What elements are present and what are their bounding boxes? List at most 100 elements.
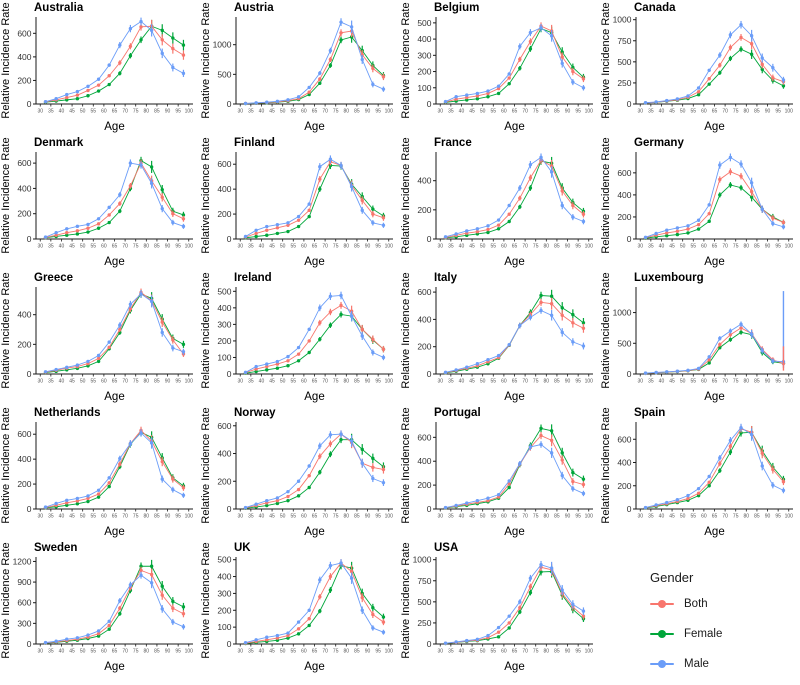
- svg-text:50: 50: [480, 109, 486, 115]
- svg-text:60: 60: [301, 649, 307, 655]
- svg-text:200: 200: [617, 212, 631, 222]
- svg-text:90: 90: [165, 109, 171, 115]
- facet-title: Australia: [34, 2, 84, 14]
- svg-text:80: 80: [744, 244, 750, 250]
- svg-text:40: 40: [459, 244, 465, 250]
- svg-text:40: 40: [459, 379, 465, 385]
- facet-title: Netherlands: [34, 407, 100, 419]
- svg-text:85: 85: [754, 379, 760, 385]
- svg-text:50: 50: [280, 244, 286, 250]
- svg-text:400: 400: [217, 303, 231, 313]
- svg-text:45: 45: [69, 649, 75, 655]
- svg-text:30: 30: [37, 379, 43, 385]
- y-axis-label: Relative Incidence Rate: [200, 2, 212, 118]
- svg-text:500: 500: [417, 18, 431, 28]
- svg-text:80: 80: [344, 244, 350, 250]
- svg-text:85: 85: [754, 244, 760, 250]
- svg-text:600: 600: [617, 434, 631, 444]
- svg-text:30: 30: [637, 109, 643, 115]
- facet-chart-netherlands: 0 200 400 600 30 35 40 45 50 55 60 65 70 75 80 85 90 95 10…: [0, 407, 193, 538]
- svg-text:50: 50: [280, 649, 286, 655]
- svg-text:750: 750: [617, 36, 631, 46]
- svg-text:100: 100: [585, 109, 594, 115]
- svg-text:40: 40: [259, 109, 265, 115]
- svg-text:60: 60: [101, 244, 107, 250]
- svg-text:55: 55: [291, 109, 297, 115]
- svg-text:70: 70: [322, 379, 328, 385]
- svg-text:500: 500: [617, 57, 631, 67]
- facet-chart-australia: 0 200 400 600 30 35 40 45 50 55 60 65 70 75 80 85 90 95 10…: [0, 2, 194, 133]
- svg-text:400: 400: [617, 190, 631, 200]
- svg-text:65: 65: [312, 244, 318, 250]
- svg-text:0: 0: [27, 639, 32, 649]
- svg-text:65: 65: [512, 109, 518, 115]
- svg-text:100: 100: [185, 109, 194, 115]
- svg-text:0: 0: [427, 639, 432, 649]
- svg-text:60: 60: [101, 379, 107, 385]
- svg-text:60: 60: [301, 514, 307, 520]
- svg-text:55: 55: [491, 109, 497, 115]
- svg-text:85: 85: [554, 649, 560, 655]
- svg-text:30: 30: [237, 649, 243, 655]
- svg-text:70: 70: [722, 379, 728, 385]
- svg-text:300: 300: [17, 618, 31, 628]
- legend-item-male: Male: [650, 655, 796, 672]
- svg-text:50: 50: [480, 649, 486, 655]
- svg-text:90: 90: [165, 514, 171, 520]
- svg-text:95: 95: [575, 649, 581, 655]
- svg-text:55: 55: [91, 649, 97, 655]
- svg-text:65: 65: [312, 514, 318, 520]
- svg-text:90: 90: [165, 649, 171, 655]
- svg-text:90: 90: [565, 379, 571, 385]
- svg-text:35: 35: [48, 244, 54, 250]
- svg-text:200: 200: [217, 476, 231, 486]
- svg-text:35: 35: [448, 109, 454, 115]
- svg-text:30: 30: [237, 244, 243, 250]
- svg-text:40: 40: [259, 379, 265, 385]
- svg-text:50: 50: [480, 514, 486, 520]
- svg-text:55: 55: [691, 244, 697, 250]
- svg-text:60: 60: [501, 109, 507, 115]
- svg-text:30: 30: [37, 649, 43, 655]
- svg-text:100: 100: [585, 514, 594, 520]
- svg-text:95: 95: [375, 244, 381, 250]
- svg-text:55: 55: [491, 379, 497, 385]
- svg-text:30: 30: [437, 379, 443, 385]
- svg-text:250: 250: [617, 78, 631, 88]
- svg-text:40: 40: [59, 514, 65, 520]
- svg-text:0: 0: [627, 234, 632, 244]
- svg-text:0: 0: [227, 504, 232, 514]
- svg-text:35: 35: [648, 514, 654, 520]
- svg-text:70: 70: [722, 109, 728, 115]
- facet-title: Greece: [34, 272, 73, 284]
- svg-text:40: 40: [259, 514, 265, 520]
- svg-text:70: 70: [522, 109, 528, 115]
- svg-text:70: 70: [522, 244, 528, 250]
- svg-text:75: 75: [733, 514, 739, 520]
- svg-text:300: 300: [217, 319, 231, 329]
- svg-text:70: 70: [122, 244, 128, 250]
- svg-text:95: 95: [375, 379, 381, 385]
- y-axis-label: Relative Incidence Rate: [200, 542, 212, 658]
- svg-text:200: 200: [417, 205, 431, 215]
- svg-text:75: 75: [733, 379, 739, 385]
- svg-text:50: 50: [680, 109, 686, 115]
- svg-text:100: 100: [185, 649, 194, 655]
- svg-text:60: 60: [101, 109, 107, 115]
- svg-text:400: 400: [217, 449, 231, 459]
- svg-text:0: 0: [627, 99, 632, 109]
- svg-text:60: 60: [301, 244, 307, 250]
- facet-luxembourg: 0 500 1000 30 35 40 45 50 55 60 65 70 75 80 85 90 95 100 L…: [600, 270, 800, 405]
- svg-text:85: 85: [154, 244, 160, 250]
- svg-text:600: 600: [17, 158, 31, 168]
- y-axis-label: Relative Incidence Rate: [0, 137, 12, 253]
- svg-text:1000: 1000: [613, 308, 632, 318]
- svg-text:35: 35: [648, 379, 654, 385]
- svg-text:60: 60: [301, 379, 307, 385]
- svg-text:65: 65: [112, 649, 118, 655]
- svg-text:45: 45: [669, 109, 675, 115]
- svg-text:30: 30: [37, 109, 43, 115]
- svg-text:55: 55: [291, 649, 297, 655]
- svg-text:85: 85: [354, 514, 360, 520]
- svg-text:30: 30: [237, 514, 243, 520]
